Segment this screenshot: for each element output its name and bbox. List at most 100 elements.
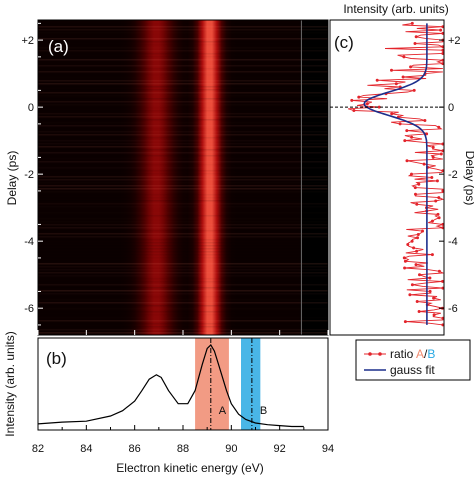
x-tick-label: 86 bbox=[129, 443, 141, 455]
heatmap-row bbox=[38, 56, 328, 58]
ratio-point bbox=[350, 98, 354, 102]
legend-ratio-label: ratio A/B bbox=[390, 347, 435, 361]
heatmap-row bbox=[38, 131, 328, 133]
legend-ratio-sep: / bbox=[424, 347, 428, 361]
ratio-point bbox=[441, 52, 444, 55]
ratio-point bbox=[394, 82, 398, 86]
ratio-point bbox=[416, 233, 420, 236]
heatmap-row bbox=[38, 329, 328, 331]
heatmap-row bbox=[38, 47, 328, 49]
ratio-point bbox=[414, 35, 418, 39]
heatmap-background bbox=[38, 20, 328, 335]
ratio-point bbox=[409, 65, 413, 69]
ratio-point bbox=[441, 286, 444, 290]
heatmap-row bbox=[38, 209, 328, 211]
y-tick-label: -4 bbox=[448, 236, 458, 248]
ratio-point bbox=[439, 152, 443, 156]
heatmap-row bbox=[38, 164, 328, 166]
panel-a-label: (a) bbox=[48, 37, 69, 56]
y-tick-label: -6 bbox=[448, 303, 458, 315]
heatmap-row bbox=[38, 173, 328, 175]
ratio-point bbox=[418, 273, 421, 277]
y-tick-label: 0 bbox=[28, 102, 34, 114]
ratio-y-ticks: +2 0 -2 -4 -6 bbox=[439, 35, 461, 315]
heatmap-row bbox=[38, 257, 328, 259]
heatmap-row bbox=[38, 272, 328, 274]
heatmap-row bbox=[38, 95, 328, 97]
ratio-point bbox=[441, 48, 444, 52]
heatmap-row bbox=[38, 308, 328, 310]
heatmap-row bbox=[38, 320, 328, 322]
ratio-point bbox=[401, 75, 405, 79]
ratio-point bbox=[377, 105, 381, 109]
heatmap-row bbox=[38, 254, 328, 256]
legend-box bbox=[355, 339, 471, 381]
heatmap-row bbox=[38, 140, 328, 142]
heatmap-row bbox=[38, 233, 328, 235]
ratio-point bbox=[441, 149, 444, 153]
heatmap-row bbox=[38, 194, 328, 196]
ratio-point bbox=[441, 323, 444, 327]
legend-ratio-a: A bbox=[416, 347, 424, 361]
ratio-point bbox=[403, 320, 407, 324]
heatmap-row bbox=[38, 326, 328, 328]
heatmap-row bbox=[38, 203, 328, 205]
heatmap-row bbox=[38, 227, 328, 229]
ratio-point bbox=[415, 202, 419, 206]
heatmap-row bbox=[38, 215, 328, 217]
spectrum-x-ticks: 82 84 86 88 90 92 94 bbox=[32, 330, 334, 455]
heatmap-row bbox=[38, 128, 328, 130]
heatmap-row bbox=[38, 41, 328, 43]
ratio-point bbox=[410, 21, 414, 25]
ratio-point bbox=[435, 179, 439, 183]
ratio-point bbox=[416, 236, 419, 240]
heatmap-row bbox=[38, 23, 328, 25]
heatmap-row bbox=[38, 230, 328, 232]
heatmap-row bbox=[38, 155, 328, 157]
ratio-point bbox=[410, 239, 414, 243]
spectrum-line bbox=[38, 344, 304, 428]
energy-window-A bbox=[195, 338, 229, 430]
ratio-point bbox=[430, 176, 434, 179]
heatmap-row bbox=[38, 260, 328, 262]
ratio-point bbox=[441, 142, 444, 146]
ratio-point bbox=[441, 58, 444, 62]
ratio-y-axis-label: Delay (ps) bbox=[463, 151, 474, 206]
x-tick-label: 92 bbox=[274, 443, 286, 455]
heatmap-row bbox=[38, 53, 328, 55]
heatmap-row bbox=[38, 104, 328, 106]
heatmap-row bbox=[38, 218, 328, 220]
heatmap-row bbox=[38, 158, 328, 160]
heatmap-row bbox=[38, 275, 328, 277]
heatmap-row bbox=[38, 113, 328, 115]
ratio-point bbox=[437, 269, 441, 273]
heatmap-row bbox=[38, 149, 328, 151]
heatmap-row bbox=[38, 176, 328, 178]
ratio-point bbox=[432, 313, 436, 317]
ratio-point bbox=[398, 122, 402, 126]
heatmap-row bbox=[38, 77, 328, 79]
heatmap-row bbox=[38, 266, 328, 268]
ratio-point bbox=[441, 169, 444, 173]
ratio-point bbox=[390, 112, 394, 116]
heatmap-y-ticks: +2 0 -2 -4 -6 bbox=[21, 22, 43, 326]
ratio-point bbox=[431, 145, 435, 149]
ratio-panel: (c) +2 0 -2 -4 -6 Intensity (arb. units) Del… bbox=[329, 2, 474, 381]
heatmap-row bbox=[38, 287, 328, 289]
y-tick-label: -2 bbox=[24, 169, 34, 181]
ratio-legend: ratio A/B gauss fit bbox=[355, 339, 471, 381]
heatmap-row bbox=[38, 278, 328, 280]
ratio-point bbox=[357, 95, 361, 99]
ratio-point bbox=[441, 45, 444, 49]
y-tick-label: 0 bbox=[448, 102, 454, 114]
heatmap-row bbox=[38, 89, 328, 91]
heatmap-row bbox=[38, 179, 328, 181]
heatmap-row bbox=[38, 32, 328, 34]
heatmap-row bbox=[38, 143, 328, 145]
gauss-fit-line bbox=[363, 23, 428, 325]
heatmap-row bbox=[38, 269, 328, 271]
ratio-point bbox=[441, 62, 444, 66]
ratio-point bbox=[405, 159, 409, 163]
ratio-point bbox=[402, 256, 406, 260]
